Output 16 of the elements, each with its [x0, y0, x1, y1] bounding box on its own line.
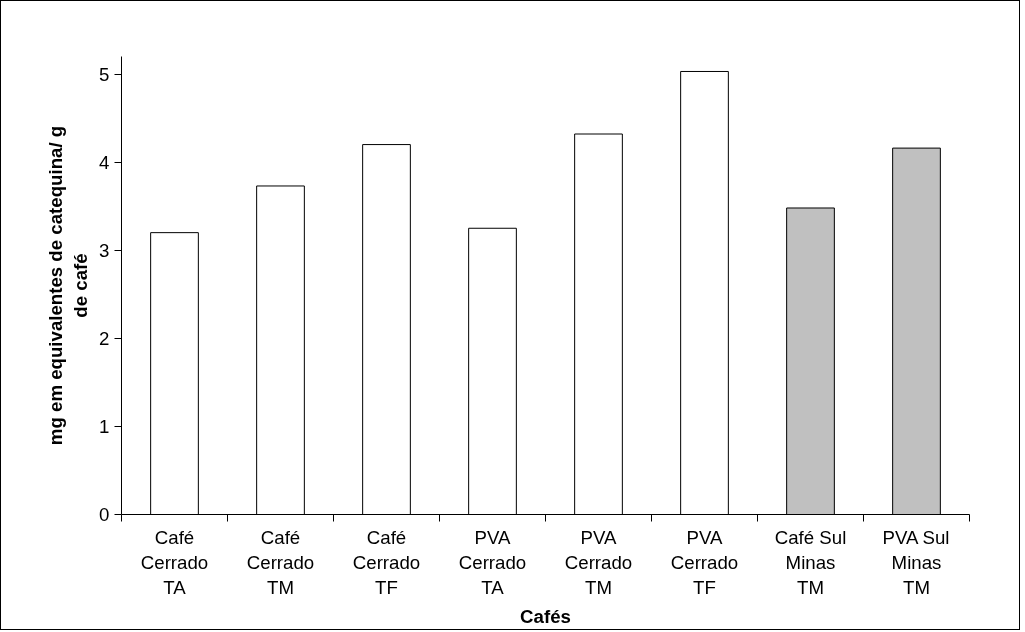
x-tick-label: PVA Sul Minas TM	[882, 526, 950, 598]
x-axis-title: Cafés	[520, 605, 571, 627]
y-tick-label: 3	[99, 239, 110, 261]
y-tick-label: 1	[99, 415, 110, 437]
y-tick-label: 4	[99, 151, 110, 173]
x-tick-label: PVA Cerrado TM	[564, 526, 633, 598]
y-axis-title: mg em equivalentes de catequina/ g de café	[44, 125, 92, 446]
x-tick-label: PVA Cerrado TA	[458, 526, 527, 598]
y-tick-label: 2	[99, 327, 110, 349]
y-tick-label: 5	[99, 63, 110, 85]
x-tick-label: Café Cerrado TF	[352, 526, 421, 598]
x-tick-label: PVA Cerrado TF	[670, 526, 739, 598]
x-tick-label: Café Cerrado TA	[140, 526, 209, 598]
x-tick-label: Café Sul Minas TM	[774, 526, 847, 598]
y-tick-label: 0	[99, 504, 110, 525]
x-tick-label: Café Cerrado TM	[246, 526, 315, 598]
